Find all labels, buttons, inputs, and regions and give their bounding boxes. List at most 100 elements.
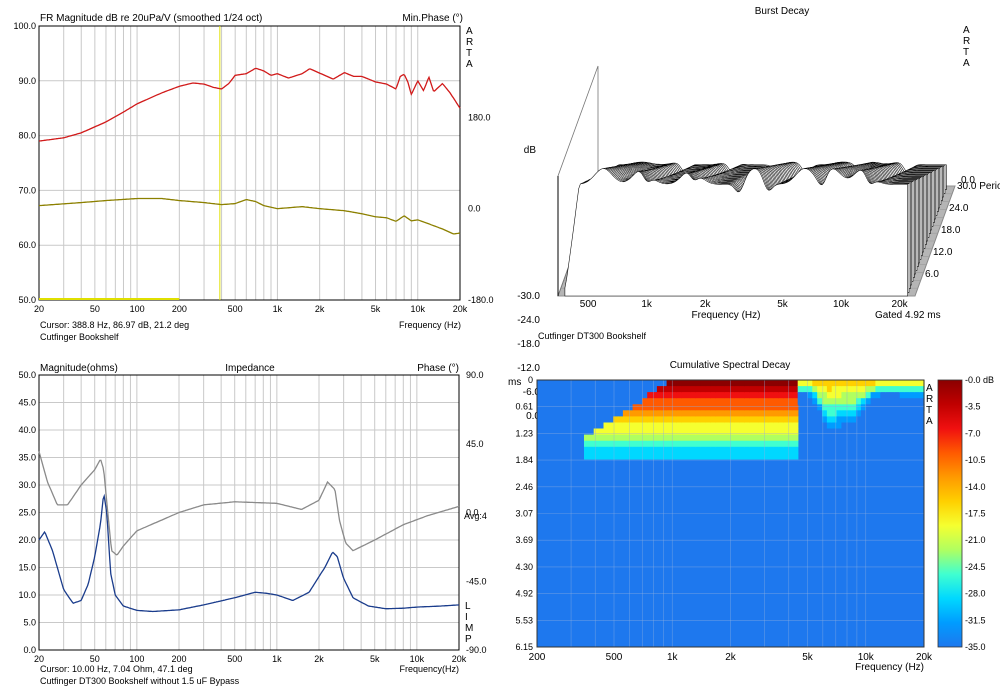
heatmap-cell xyxy=(613,446,619,454)
heatmap-cell xyxy=(632,404,639,411)
heatmap-cell xyxy=(613,416,619,424)
heatmap-cell xyxy=(618,434,624,442)
heatmap-cell xyxy=(705,422,711,430)
heatmap-cell xyxy=(856,404,862,411)
x-tick-label: 1k xyxy=(641,299,653,310)
heatmap-cell xyxy=(642,446,648,454)
heatmap-cell xyxy=(720,398,726,405)
decay-slice xyxy=(583,165,927,245)
heatmap-cell xyxy=(656,386,663,393)
heatmap-cell xyxy=(652,416,658,424)
heatmap-cell xyxy=(695,440,702,448)
heatmap-cell xyxy=(729,422,736,430)
heatmap-cell xyxy=(758,452,765,460)
heatmap-cell xyxy=(802,398,809,405)
heatmap-cell xyxy=(841,428,847,436)
y-tick-label: 3.69 xyxy=(515,535,533,545)
heatmap-cell xyxy=(724,434,731,442)
heatmap-cell xyxy=(744,434,750,442)
phase-line xyxy=(38,197,461,235)
heatmap-cell xyxy=(846,398,852,405)
heatmap-cell xyxy=(860,392,867,399)
heatmap-cell xyxy=(632,446,639,454)
heatmap-cell xyxy=(914,380,920,387)
heatmap-cell xyxy=(705,440,711,448)
heatmap-cell xyxy=(749,446,755,454)
heatmap-cell xyxy=(826,458,833,466)
x-tick-label: 50 xyxy=(90,654,100,664)
heatmap-cell xyxy=(826,434,833,442)
heatmap-cell xyxy=(681,440,687,448)
heatmap-cell xyxy=(763,404,770,411)
heatmap-cell xyxy=(710,434,716,442)
heatmap-cell xyxy=(647,398,653,405)
heatmap-cell xyxy=(700,422,707,430)
heatmap-cell xyxy=(812,398,818,405)
heatmap-cell xyxy=(841,404,847,411)
heatmap-cell xyxy=(778,446,784,454)
heatmap-cell xyxy=(681,398,687,405)
heatmap-cell xyxy=(865,398,872,405)
heatmap-cell xyxy=(754,380,760,387)
heatmap-cell xyxy=(783,380,789,387)
heatmap-cell xyxy=(666,398,673,405)
brand-letter: R xyxy=(963,36,970,47)
heatmap-cell xyxy=(768,386,775,393)
heatmap-cell xyxy=(686,410,692,417)
heatmap-cell xyxy=(758,434,765,442)
heatmap-cell xyxy=(671,404,677,411)
heatmap-cell xyxy=(778,392,784,399)
heatmap-cell xyxy=(715,386,721,393)
heatmap-cell xyxy=(831,422,838,430)
heatmap-cell xyxy=(865,410,872,417)
heatmap-cell xyxy=(894,392,901,399)
heatmap-cell xyxy=(783,446,789,454)
heatmap-cell xyxy=(744,398,750,405)
decay-slice xyxy=(588,164,932,231)
heatmap-cell xyxy=(841,434,847,442)
y-tick-label: 0.0 xyxy=(23,645,36,655)
heatmap-cell xyxy=(744,452,750,460)
heatmap-cell xyxy=(783,386,789,393)
heatmap-cell xyxy=(822,380,828,387)
heatmap-cell xyxy=(904,392,911,399)
heatmap-cell xyxy=(763,446,770,454)
heatmap-cell xyxy=(792,452,799,460)
heatmap-cell xyxy=(797,398,804,405)
heatmap-cell xyxy=(715,452,721,460)
heatmap-cell xyxy=(627,422,634,430)
heatmap-cell xyxy=(588,446,595,454)
heatmap-cell xyxy=(671,386,677,393)
heatmap-cell xyxy=(734,392,741,399)
y-tick-label: 60.0 xyxy=(18,240,36,250)
heatmap-cell xyxy=(914,404,920,411)
x-tick-label: 1k xyxy=(667,652,679,663)
heatmap-cell xyxy=(676,380,682,387)
heatmap-cell xyxy=(797,392,804,399)
heatmap-cell xyxy=(656,410,663,417)
heatmap-cell xyxy=(618,416,624,424)
phase-line xyxy=(38,451,460,556)
heatmap-cell xyxy=(642,440,648,448)
heatmap-cell xyxy=(661,416,668,424)
heatmap-cell xyxy=(909,380,915,387)
heatmap-cell xyxy=(836,380,843,387)
decay-slice xyxy=(575,166,919,267)
heatmap-cell xyxy=(720,392,726,399)
x-tick-label: 20k xyxy=(452,654,467,664)
heatmap-cell xyxy=(856,434,862,442)
heatmap-cell xyxy=(826,422,833,430)
heatmap-cell xyxy=(700,434,707,442)
heatmap-cell xyxy=(870,392,877,399)
x-tick-label: 10k xyxy=(410,304,425,314)
heatmap-cell xyxy=(681,428,687,436)
heatmap-cell xyxy=(705,398,711,405)
heatmap-cell xyxy=(676,440,682,448)
heatmap-cell xyxy=(695,380,702,387)
heatmap-cell xyxy=(661,434,668,442)
heatmap-cell xyxy=(880,398,886,405)
heatmap-cell xyxy=(652,410,658,417)
heatmap-cell xyxy=(822,416,828,424)
heatmap-cell xyxy=(904,398,911,405)
heatmap-cell xyxy=(797,386,804,393)
